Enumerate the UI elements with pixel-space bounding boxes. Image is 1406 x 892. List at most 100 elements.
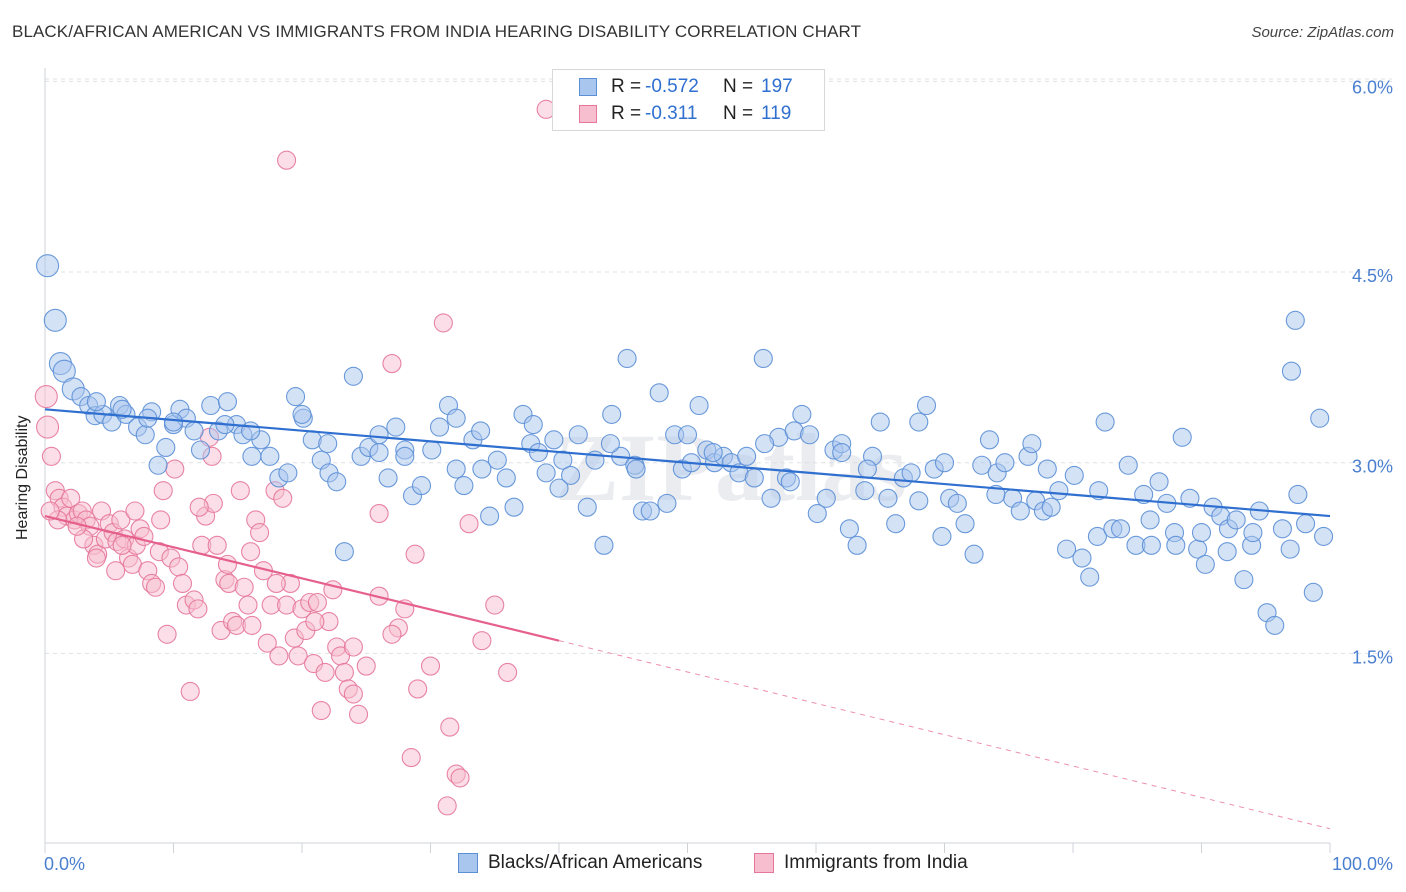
black-point xyxy=(568,425,588,445)
black-point xyxy=(487,450,507,470)
black-point xyxy=(1049,481,1069,501)
trend-line-blacks xyxy=(44,408,1331,518)
black-point xyxy=(979,430,1000,450)
black-point xyxy=(544,430,564,450)
blue-swatch xyxy=(579,78,597,96)
india-point xyxy=(189,497,209,517)
black-point xyxy=(1288,484,1308,505)
gridlines xyxy=(45,78,1392,654)
india-point xyxy=(242,615,262,635)
black-point xyxy=(617,348,637,369)
black-point xyxy=(217,392,238,412)
black-point xyxy=(832,442,852,463)
black-point xyxy=(242,446,262,466)
pink-swatch xyxy=(579,105,597,123)
black-point xyxy=(386,417,406,437)
black-point xyxy=(523,415,543,435)
legend-pink-label: Immigrants from India xyxy=(784,852,968,873)
india-point xyxy=(36,415,60,439)
black-point xyxy=(190,440,211,460)
black-point xyxy=(909,491,929,511)
black-point xyxy=(1296,514,1316,534)
india-point xyxy=(498,662,518,682)
trend-line-india-extension xyxy=(558,640,1331,830)
black-point xyxy=(156,437,176,457)
black-point xyxy=(135,425,155,445)
black-point xyxy=(528,442,548,463)
y-tick-label: 6.0% xyxy=(1352,77,1393,97)
black-point xyxy=(504,497,524,517)
x-tick-label: 100.0% xyxy=(1332,854,1393,874)
india-point xyxy=(230,481,250,501)
legend-item-india[interactable]: Immigrants from India xyxy=(754,852,968,874)
black-point xyxy=(1281,361,1301,381)
india-point xyxy=(238,595,258,615)
black-point xyxy=(327,472,347,492)
india-point xyxy=(145,577,166,597)
black-point xyxy=(395,446,415,466)
black-point xyxy=(1172,427,1192,447)
india-point xyxy=(34,385,58,409)
r-label: R = xyxy=(611,76,642,97)
black-point xyxy=(753,348,773,369)
black-point xyxy=(446,459,466,479)
black-point xyxy=(761,488,781,508)
black-point xyxy=(947,493,967,513)
black-point xyxy=(847,535,867,555)
india-point xyxy=(151,510,171,530)
india-point xyxy=(420,656,441,676)
india-point xyxy=(273,488,293,508)
india-point xyxy=(41,446,61,466)
india-point xyxy=(356,656,376,676)
y-tick-label: 1.5% xyxy=(1352,647,1393,667)
black-point xyxy=(1087,526,1107,546)
black-point xyxy=(972,455,992,475)
black-point xyxy=(807,503,827,524)
black-point xyxy=(471,421,491,441)
black-point xyxy=(878,488,898,508)
black-point xyxy=(1166,535,1186,555)
india-point xyxy=(157,624,177,644)
india-point xyxy=(169,557,189,577)
chart-title: BLACK/AFRICAN AMERICAN VS IMMIGRANTS FRO… xyxy=(12,22,862,41)
black-point xyxy=(1272,519,1293,539)
black-point xyxy=(201,395,221,416)
trend-lines xyxy=(44,408,1331,830)
black-point xyxy=(1072,548,1092,568)
black-point xyxy=(886,514,906,534)
black-point xyxy=(839,519,859,539)
black-point xyxy=(703,442,723,463)
india-point xyxy=(257,633,277,653)
black-point xyxy=(1314,526,1334,546)
black-point xyxy=(1285,310,1305,330)
black-point xyxy=(286,387,306,407)
black-point xyxy=(855,481,875,501)
black-point xyxy=(934,453,955,473)
black-point xyxy=(640,501,660,521)
y-tick-label: 4.5% xyxy=(1352,266,1393,286)
india-point xyxy=(172,573,193,593)
black-point xyxy=(536,463,556,483)
india-point xyxy=(485,595,505,615)
india-point xyxy=(250,523,270,543)
black-point xyxy=(657,493,677,513)
legend-item-blacks[interactable]: Blacks/African Americans xyxy=(458,852,702,874)
r-value: -0.311 xyxy=(645,103,698,124)
black-point xyxy=(184,421,204,441)
india-point xyxy=(153,481,173,501)
black-point xyxy=(737,446,757,466)
series-black-points xyxy=(36,254,1334,635)
black-point xyxy=(163,412,184,432)
black-point xyxy=(909,412,929,432)
india-point xyxy=(288,646,308,666)
india-point xyxy=(111,510,131,530)
india-point xyxy=(401,748,421,768)
black-point xyxy=(369,442,389,463)
india-point xyxy=(382,624,402,644)
india-point xyxy=(343,637,363,657)
black-point xyxy=(689,395,709,416)
black-point xyxy=(1195,554,1215,574)
black-point xyxy=(1226,510,1246,530)
stats-row-pink: R = -0.311 N = 119 xyxy=(579,102,791,126)
india-point xyxy=(408,679,428,699)
